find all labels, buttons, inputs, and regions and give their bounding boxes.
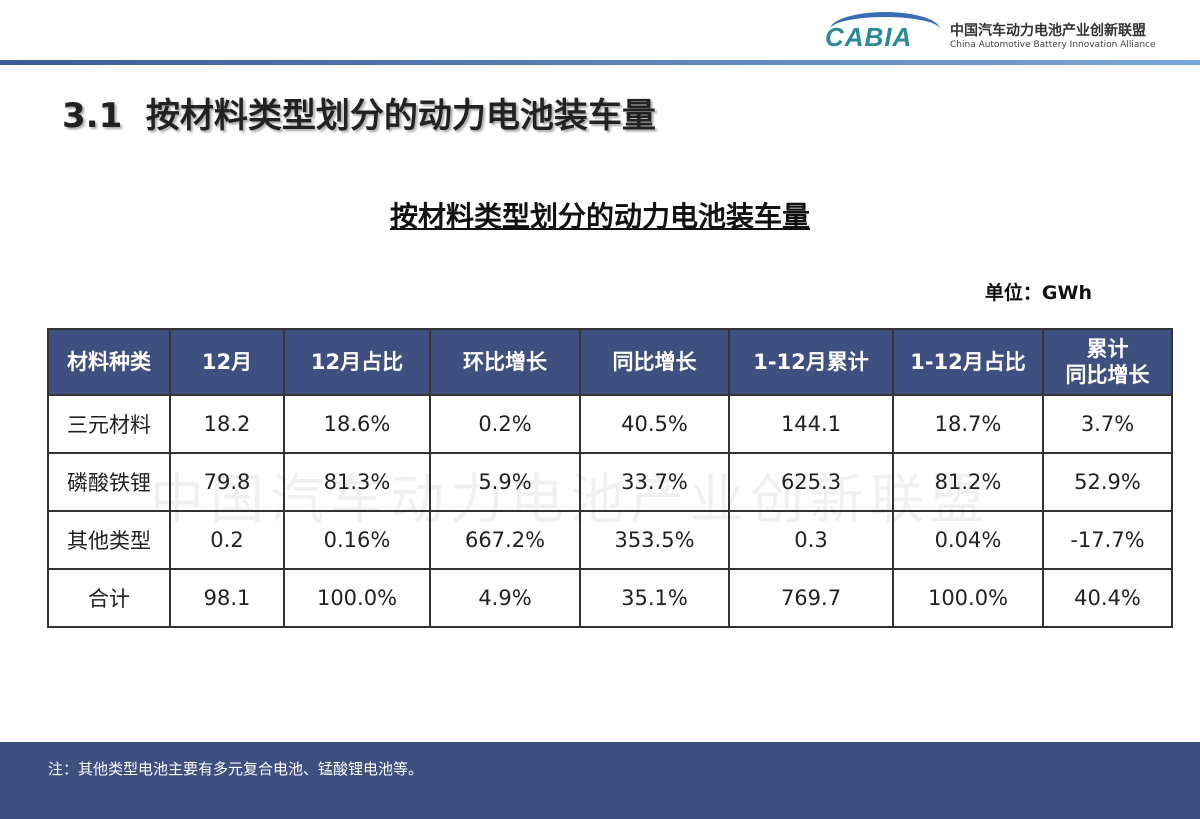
table-row: 合计 98.1 100.0% 4.9% 35.1% 769.7 100.0% 40.4% (47, 568, 1173, 628)
table-cell: 35.1% (579, 568, 730, 628)
unit-label: 单位：GWh (984, 282, 1092, 304)
car-arc-icon (830, 12, 940, 47)
table-row: 三元材料 18.2 18.6% 0.2% 40.5% 144.1 18.7% 3.7% (47, 394, 1173, 454)
table-cell: 3.7% (1042, 394, 1173, 454)
slide-heading: 3.1 按材料类型划分的动力电池装车量 (62, 96, 656, 136)
table-cell: 18.2 (169, 394, 285, 454)
row-label: 三元材料 (47, 394, 171, 454)
column-header: 累计 同比增长 (1042, 328, 1173, 396)
table-cell: 79.8 (169, 452, 285, 512)
column-header: 12月占比 (283, 328, 431, 396)
column-header: 12月 (169, 328, 285, 396)
row-label: 其他类型 (47, 510, 171, 570)
table-title: 按材料类型划分的动力电池装车量 (389, 200, 810, 233)
cabia-logo: CABIA 中国汽车动力电池产业创新联盟 China Automotive Ba… (820, 12, 1190, 54)
table-cell: 353.5% (579, 510, 730, 570)
footer-note: 注：其他类型电池主要有多元复合电池、锰酸锂电池等。 (48, 760, 424, 778)
table-cell: 40.5% (579, 394, 730, 454)
row-label: 合计 (47, 568, 171, 628)
table-cell: 0.16% (283, 510, 431, 570)
column-header: 材料种类 (47, 328, 171, 396)
table-cell: 33.7% (579, 452, 730, 512)
table-cell: 18.7% (892, 394, 1044, 454)
table-cell: 769.7 (728, 568, 894, 628)
row-label: 磷酸铁锂 (47, 452, 171, 512)
table-cell: 144.1 (728, 394, 894, 454)
table-row: 其他类型 0.2 0.16% 667.2% 353.5% 0.3 0.04% -17.7% (47, 510, 1173, 570)
logo-en: China Automotive Battery Innovation Alli… (950, 40, 1156, 50)
table-cell: 100.0% (892, 568, 1044, 628)
table-cell: 81.2% (892, 452, 1044, 512)
table-cell: 98.1 (169, 568, 285, 628)
table-cell: 0.04% (892, 510, 1044, 570)
column-header: 1-12月占比 (892, 328, 1044, 396)
table-cell: 81.3% (283, 452, 431, 512)
table-cell: 0.2% (429, 394, 581, 454)
data-table: 材料种类 12月 12月占比 环比增长 同比增长 1-12月累计 1-12月占比 累计 同比增… (47, 328, 1173, 628)
table-cell: 5.9% (429, 452, 581, 512)
header-divider (0, 60, 1200, 65)
table-cell: 100.0% (283, 568, 431, 628)
column-header: 同比增长 (579, 328, 730, 396)
logo-mark: CABIA (825, 22, 913, 52)
footer-bar: 注：其他类型电池主要有多元复合电池、锰酸锂电池等。 (0, 742, 1200, 819)
table-cell: -17.7% (1042, 510, 1173, 570)
table-cell: 0.3 (728, 510, 894, 570)
table-cell: 0.2 (169, 510, 285, 570)
table-cell: 52.9% (1042, 452, 1173, 512)
table-row: 磷酸铁锂 79.8 81.3% 5.9% 33.7% 625.3 81.2% 52.9% (47, 452, 1173, 512)
table-cell: 625.3 (728, 452, 894, 512)
column-header: 环比增长 (429, 328, 581, 396)
table-cell: 4.9% (429, 568, 581, 628)
logo-cn: 中国汽车动力电池产业创新联盟 (950, 23, 1146, 39)
column-header: 1-12月累计 (728, 328, 894, 396)
table-cell: 18.6% (283, 394, 431, 454)
table-cell: 667.2% (429, 510, 581, 570)
table-cell: 40.4% (1042, 568, 1173, 628)
